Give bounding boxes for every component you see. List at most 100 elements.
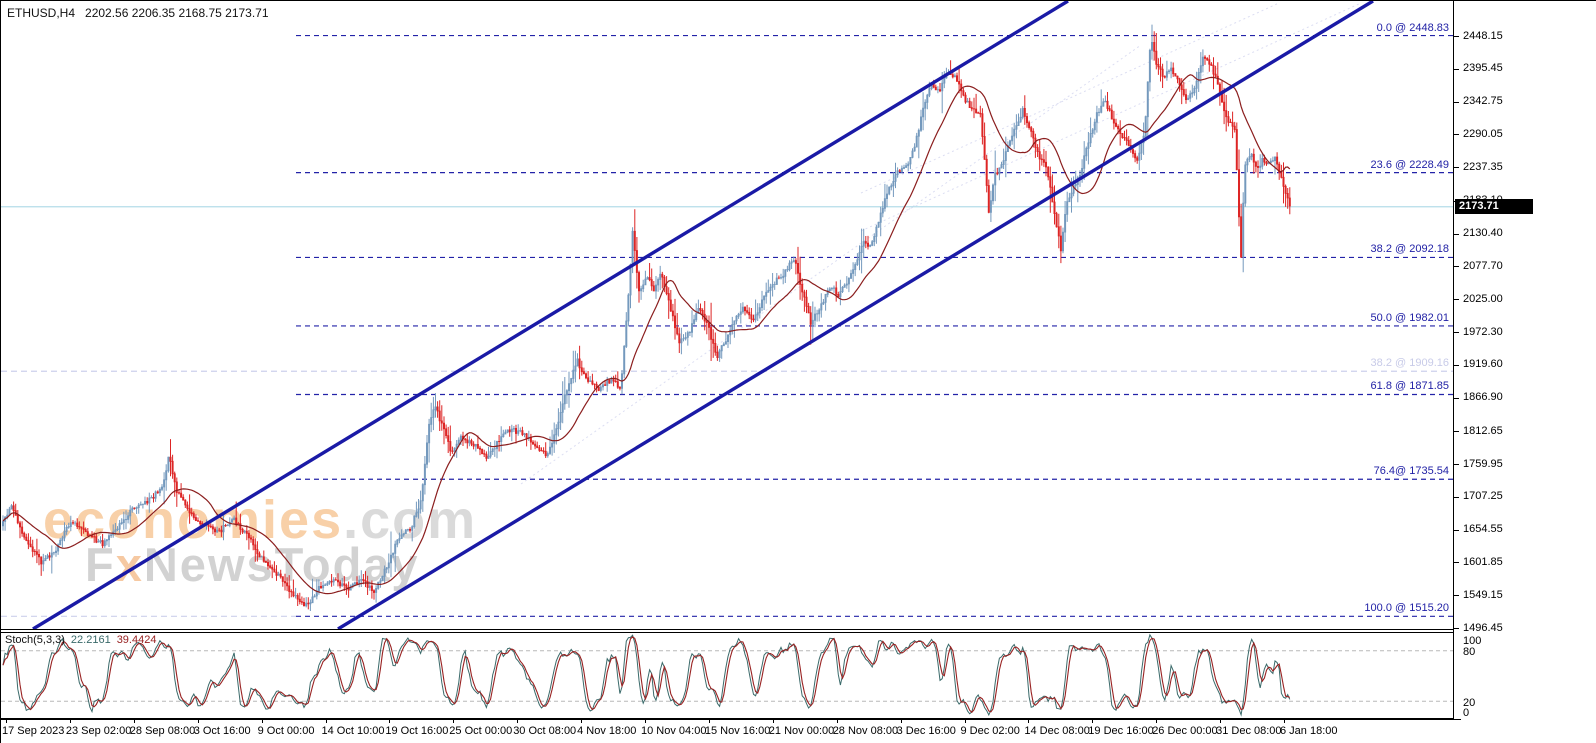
stochastic-chart[interactable] — [1, 632, 1453, 718]
time-axis-tick — [708, 720, 710, 723]
stoch-scale-label: 20 — [1463, 697, 1476, 709]
time-axis-label: 14 Oct 10:00 — [321, 725, 385, 737]
price-axis-tick — [1453, 332, 1459, 333]
time-axis-tick — [1092, 720, 1094, 723]
up-candle-bodies — [2, 42, 1276, 607]
stoch-main-line — [2, 633, 1291, 717]
time-axis-label: 15 Nov 16:00 — [704, 725, 771, 737]
price-axis[interactable] — [1453, 1, 1454, 720]
price-axis-tick — [1453, 464, 1459, 466]
time-axis-label: 3 Dec 16:00 — [896, 725, 956, 737]
time-axis-label: 21 Nov 00:00 — [768, 725, 835, 737]
watermark-tagline-rest: NewsToday — [143, 538, 420, 591]
stoch-signal-line — [2, 636, 1290, 714]
watermark-brand: economies.com — [43, 493, 477, 547]
watermark: economies.com FxNewsToday — [43, 493, 477, 588]
price-axis-tick — [1453, 299, 1459, 301]
stoch-scale-label: 100 — [1463, 635, 1482, 647]
fib-label: 23.6 @ 2228.49 — [1370, 158, 1449, 171]
faded-fib-label: 38.2 @ 1909.16 — [1370, 357, 1449, 370]
stoch-k-value: 22.2161 — [70, 634, 111, 646]
time-axis-label: 6 Jan 18:00 — [1280, 725, 1338, 737]
faded-trendline-2 — [860, 2, 1280, 194]
price-axis-tick — [1453, 364, 1459, 366]
stoch-d-value: 39.4424 — [116, 634, 157, 646]
stoch-panel-border-top — [1, 632, 1454, 633]
time-axis-label: 14 Dec 08:00 — [1024, 725, 1090, 737]
price-axis-label: 1654.55 — [1463, 523, 1503, 536]
price-axis-tick — [1453, 397, 1459, 399]
time-axis-label: 31 Dec 08:00 — [1216, 725, 1282, 737]
price-axis-label: 1812.65 — [1463, 424, 1503, 437]
time-axis-tick — [1156, 720, 1158, 723]
down-candle-bodies — [12, 42, 1291, 607]
time-axis-label: 23 Sep 02:00 — [65, 725, 132, 737]
time-axis-label: 4 Nov 18:00 — [577, 725, 637, 737]
price-axis-label: 2077.70 — [1463, 259, 1503, 272]
price-axis-tick — [1453, 101, 1459, 103]
panel-separator[interactable] — [1, 629, 1454, 630]
channel-line-upper[interactable] — [32, 1, 1069, 629]
time-axis-label: 17 Sep 2023 — [2, 725, 65, 737]
main-chart[interactable] — [1, 1, 1453, 629]
price-axis-label: 2130.40 — [1463, 227, 1503, 240]
fib-label: 61.8 @ 1871.85 — [1370, 380, 1449, 393]
current-price-badge: 2173.71 — [1455, 199, 1533, 215]
time-axis-tick — [1220, 720, 1222, 723]
fib-label: 100.0 @ 1515.20 — [1364, 602, 1449, 615]
time-axis-tick — [261, 720, 263, 723]
stochastic-label: Stoch(5,3,3) 22.2161 39.4424 — [5, 634, 156, 646]
fib-label: 76.4@ 1735.54 — [1373, 465, 1449, 478]
stoch-scale-label: 80 — [1463, 646, 1476, 658]
moving-average-line[interactable] — [2, 74, 1291, 595]
price-axis-label: 1601.85 — [1463, 555, 1503, 568]
price-axis-tick — [1453, 431, 1459, 433]
price-axis-label: 2342.75 — [1463, 95, 1503, 108]
faded-trendline-0 — [520, 44, 1142, 485]
time-axis-tick — [836, 720, 838, 723]
price-axis-label: 1919.60 — [1463, 358, 1503, 371]
time-axis-tick — [453, 720, 455, 723]
price-axis-label: 2025.00 — [1463, 292, 1503, 305]
time-axis-label: 9 Dec 02:00 — [960, 725, 1020, 737]
price-axis-label: 1972.30 — [1463, 325, 1503, 338]
price-axis-label: 1707.25 — [1463, 490, 1503, 503]
time-axis-tick — [6, 720, 7, 723]
price-axis-tick — [1453, 68, 1459, 70]
fib-label: 38.2 @ 2092.18 — [1370, 243, 1449, 256]
time-axis-tick — [964, 720, 966, 723]
price-axis-tick — [1453, 628, 1459, 629]
time-axis-tick — [69, 720, 71, 723]
time-axis-label: 19 Oct 16:00 — [385, 725, 449, 737]
time-axis[interactable] — [1, 719, 1461, 720]
time-axis-label: 25 Oct 00:00 — [449, 725, 513, 737]
watermark-tagline: FxNewsToday — [85, 541, 477, 588]
stoch-panel-border-bottom — [1, 718, 1454, 719]
price-axis-label: 1866.90 — [1463, 391, 1503, 404]
price-axis-label: 2448.15 — [1463, 29, 1503, 42]
watermark-brand-suffix: .com — [343, 490, 478, 550]
price-axis-label: 2237.35 — [1463, 160, 1503, 173]
price-axis-tick — [1453, 36, 1459, 37]
time-axis-label: 26 Dec 00:00 — [1152, 725, 1218, 737]
price-axis-tick — [1453, 266, 1459, 268]
time-axis-tick — [389, 720, 391, 723]
price-axis-tick — [1453, 595, 1459, 597]
time-axis-label: 10 Nov 04:00 — [641, 725, 707, 737]
time-axis-label: 3 Oct 16:00 — [193, 725, 251, 737]
chart-title: ETHUSD,H4 2202.56 2206.35 2168.75 2173.71 — [7, 6, 269, 20]
price-axis-tick — [1453, 134, 1459, 136]
time-axis-label: 19 Dec 16:00 — [1088, 725, 1154, 737]
price-axis-label: 1549.15 — [1463, 588, 1503, 601]
stochastic-panel[interactable] — [1, 632, 1453, 718]
price-axis-label: 1759.95 — [1463, 457, 1503, 470]
price-axis-label: 2395.45 — [1463, 62, 1503, 75]
time-axis-label: 9 Oct 00:00 — [257, 725, 315, 737]
up-candle-wicks — [2, 24, 1276, 611]
time-axis-label: 30 Oct 08:00 — [513, 725, 577, 737]
price-axis-tick — [1453, 233, 1459, 235]
watermark-tagline-f: F — [85, 538, 116, 591]
fib-label: 50.0 @ 1982.01 — [1370, 311, 1449, 324]
channel-line-lower[interactable] — [337, 1, 1374, 629]
